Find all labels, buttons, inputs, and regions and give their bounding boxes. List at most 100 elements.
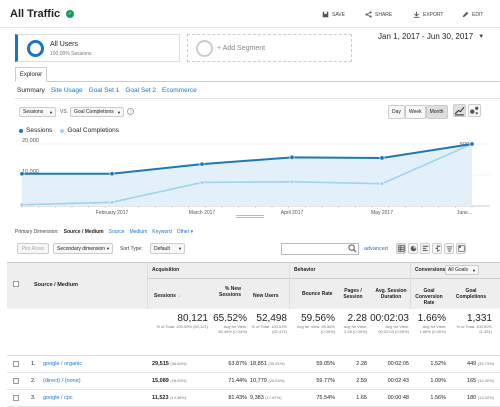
date-range-text: Jan 1, 2017 - Jun 30, 2017	[378, 32, 474, 41]
advanced-link[interactable]: advanced	[364, 246, 388, 252]
row-bounce-rate: 59.05%	[316, 361, 335, 367]
group-conversions: Conversions	[415, 267, 446, 273]
total-avg-duration-sub: Avg for View: 00:02:03 (0.00%)	[378, 324, 409, 334]
row-source-link[interactable]: (direct) / (none)	[43, 378, 81, 384]
group-divider	[147, 278, 500, 279]
page-title: All Traffic	[10, 8, 61, 20]
goal-completions-point	[199, 180, 205, 185]
sort-type-select[interactable]: Default ▼	[150, 243, 185, 254]
goals-select-label: All Goals	[448, 267, 469, 273]
legend-sessions[interactable]: Sessions	[19, 127, 52, 134]
sort-type-label: Sort Type:	[120, 246, 143, 252]
data-table-view-toggle[interactable]	[396, 243, 406, 254]
explorer-tab-line	[15, 81, 500, 82]
period-day[interactable]: Day	[388, 105, 405, 119]
add-segment-button[interactable]: + Add Segment	[187, 34, 352, 62]
row-source-link[interactable]: google / cpc	[43, 395, 73, 401]
row-sessions: 11,523 (14.38%)	[152, 395, 186, 401]
pie-view-toggle[interactable]	[408, 243, 418, 254]
edit-button[interactable]: EDIT	[462, 11, 483, 18]
dimension-header[interactable]: Source / Medium	[34, 282, 79, 288]
save-button[interactable]: SAVE	[322, 11, 345, 18]
row-avg-duration: 00:02:43	[387, 378, 409, 384]
dimension-medium[interactable]: Medium	[129, 229, 148, 235]
subtab-goal-set-1[interactable]: Goal Set 1	[88, 87, 120, 94]
pivot-view-toggle[interactable]	[456, 243, 466, 254]
chevron-down-icon: ▼	[106, 246, 110, 251]
motion-chart-toggle[interactable]	[468, 104, 481, 117]
row-index: 3.	[31, 395, 36, 401]
row-checkbox[interactable]	[13, 361, 19, 367]
dimension-other[interactable]: Other ▾	[176, 229, 194, 235]
sessions-point	[379, 155, 385, 161]
dimension-source-medium[interactable]: Source / Medium	[63, 229, 104, 235]
group-behavior: Behavior	[294, 267, 316, 273]
row-new-users-value: 9,383	[250, 395, 264, 401]
share-label: SHARE	[375, 11, 393, 18]
search-button[interactable]	[348, 244, 358, 254]
metric1-select[interactable]: Sessions ▼	[19, 107, 56, 117]
row-index: 2.	[31, 378, 36, 384]
dimension-source[interactable]: Source	[108, 229, 125, 235]
goals-select[interactable]: All Goals ▼	[445, 265, 479, 275]
segment-circle-icon	[27, 40, 44, 57]
total-completions: 1,331 % of Total: 100.00% (1,331)	[448, 313, 492, 334]
row-new-users: 9,383 (17.87%)	[250, 395, 282, 401]
edit-label: EDIT	[472, 11, 484, 18]
explorer-subtabs: Summary Site Usage Goal Set 1 Goal Set 2…	[17, 87, 197, 94]
tab-explorer[interactable]: Explorer	[15, 67, 47, 82]
row-checkbox[interactable]	[13, 395, 19, 401]
date-range-picker[interactable]: Jan 1, 2017 - Jun 30, 2017 ▼	[378, 32, 484, 41]
period-week[interactable]: Week	[404, 105, 426, 119]
legend-dot-sessions	[19, 128, 23, 133]
y-left-tick-label: 10,000	[22, 169, 39, 175]
subtab-summary[interactable]: Summary	[17, 87, 45, 94]
performance-view-toggle[interactable]	[420, 243, 430, 254]
column-header-sessions[interactable]: Sessions ↓	[154, 293, 180, 299]
table-search-input[interactable]	[281, 243, 359, 255]
sessions-point	[19, 171, 25, 177]
column-header-bounce-rate[interactable]: Bounce Rate	[302, 291, 333, 297]
line-chart-toggle[interactable]	[453, 104, 466, 117]
plot-rows-button[interactable]: Plot Rows	[17, 243, 49, 254]
term-cloud-icon	[446, 246, 452, 252]
secondary-dimension-select[interactable]: Secondary dimension ▼	[53, 243, 113, 254]
row-sessions-value: 15,089	[152, 378, 169, 384]
total-sessions-value: 80,121	[177, 313, 208, 324]
metric2-select[interactable]: Goal Completions ▼	[70, 107, 124, 117]
row-source-link[interactable]: google / organic	[43, 361, 83, 367]
primary-dimension-label: Primary Dimension:	[15, 229, 59, 235]
column-header-new-sessions[interactable]: % New Sessions	[219, 286, 241, 298]
total-pages-session-value: 2.28	[347, 313, 367, 324]
select-all-checkbox[interactable]	[13, 281, 19, 287]
subtab-goal-set-2[interactable]: Goal Set 2	[125, 87, 157, 94]
table-row: 2. (direct) / (none) 15,089 (18.83%) 71.44%…	[7, 373, 500, 390]
comparison-view-toggle[interactable]	[432, 243, 442, 254]
subtab-site-usage[interactable]: Site Usage	[50, 87, 83, 94]
vs-label: VS.	[60, 109, 69, 115]
total-new-sessions: 65.52% Avg for View: 65.49% (0.04%)	[210, 313, 247, 334]
segment-all-users[interactable]: All Users 100.00% Sessions	[15, 34, 180, 62]
column-header-pages-session[interactable]: Pages / Session	[343, 288, 363, 300]
share-button[interactable]: SHARE	[365, 11, 392, 18]
save-label: SAVE	[332, 11, 345, 18]
subtab-ecommerce[interactable]: Ecommerce	[162, 87, 197, 94]
total-avg-duration: 00:02:03 Avg for View: 00:02:03 (0.00%)	[369, 313, 409, 334]
chevron-down-icon: ▼	[117, 109, 121, 115]
column-header-completions[interactable]: Goal Completions	[455, 288, 487, 300]
comparison-icon	[434, 245, 440, 252]
term-cloud-view-toggle[interactable]	[444, 243, 454, 254]
column-header-avg-duration[interactable]: Avg. Session Duration	[375, 288, 407, 300]
dimension-keyword[interactable]: Keyword	[152, 229, 172, 235]
period-month[interactable]: Month	[425, 105, 448, 119]
column-header-conv-rate[interactable]: Goal Conversion Rate	[415, 288, 443, 306]
export-button[interactable]: EXPORT	[413, 11, 443, 18]
row-index: 1.	[31, 361, 36, 367]
primary-dimension-bar: Primary Dimension: Source / Medium Sourc…	[15, 229, 193, 235]
legend-goal-completions[interactable]: Goal Completions	[60, 127, 119, 134]
column-header-new-users[interactable]: New Users	[253, 293, 279, 299]
row-avg-duration: 00:00:48	[387, 395, 409, 401]
chart-resize-handle[interactable]	[236, 215, 264, 218]
row-checkbox[interactable]	[13, 378, 19, 384]
